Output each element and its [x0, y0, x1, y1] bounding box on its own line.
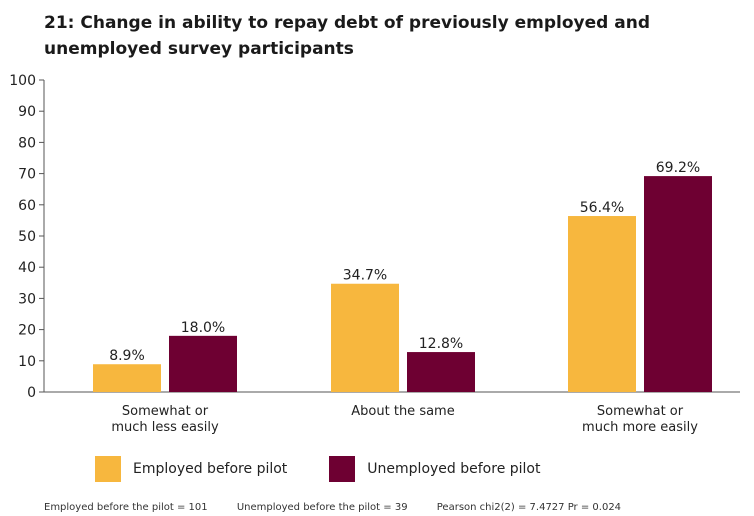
x-category-label: Somewhat or: [597, 404, 684, 419]
footnote-chi-square: Pearson chi2(2) = 7.4727 Pr = 0.024: [436, 502, 622, 513]
bar-unemployed: [407, 352, 475, 392]
data-label: 34.7%: [343, 268, 387, 284]
bar-employed: [568, 216, 636, 392]
bar-unemployed: [169, 335, 237, 392]
x-category-label: About the same: [351, 404, 454, 419]
legend: Employed before pilot Unemployed before …: [95, 456, 582, 482]
y-tick-label: 80: [18, 135, 36, 151]
bar-employed: [331, 283, 399, 392]
y-tick-label: 50: [18, 229, 36, 245]
data-label: 69.2%: [656, 160, 700, 176]
footnote-employed-count: Employed before the pilot = 101: [44, 502, 208, 513]
legend-swatch-employed: [95, 456, 121, 482]
chart-title: 21: Change in ability to repay debt of p…: [44, 13, 650, 59]
y-tick-label: 100: [9, 73, 36, 89]
legend-label-employed: Employed before pilot: [133, 461, 288, 477]
y-tick-label: 70: [18, 167, 36, 183]
y-tick-label: 0: [27, 385, 36, 401]
x-category-label: much more easily: [582, 420, 698, 435]
bar-chart: 0 10 20 30 40 50 60 70 80 90 100 8.9% 18.0% Somewhat …: [9, 73, 740, 435]
y-tick-label: 10: [18, 354, 36, 370]
legend-item-unemployed: Unemployed before pilot: [329, 456, 540, 482]
y-tick-label: 20: [18, 323, 36, 339]
y-tick-label: 40: [18, 260, 36, 276]
data-label: 8.9%: [109, 348, 145, 364]
legend-label-unemployed: Unemployed before pilot: [367, 461, 541, 477]
data-label: 18.0%: [181, 320, 225, 336]
footnote: Employed before the pilot = 101 Unemploy…: [44, 502, 647, 513]
x-category-label: Somewhat or: [122, 404, 209, 419]
y-tick-label: 30: [18, 291, 36, 307]
y-tick-label: 60: [18, 198, 36, 214]
bar-employed: [93, 364, 161, 392]
data-label: 56.4%: [580, 200, 624, 216]
y-tick-label: 90: [18, 104, 36, 120]
footnote-unemployed-count: Unemployed before the pilot = 39: [236, 502, 408, 513]
legend-item-employed: Employed before pilot: [95, 456, 287, 482]
legend-swatch-unemployed: [329, 456, 356, 482]
bar-unemployed: [644, 176, 712, 392]
data-label: 12.8%: [419, 336, 463, 352]
x-category-label: much less easily: [111, 420, 219, 435]
